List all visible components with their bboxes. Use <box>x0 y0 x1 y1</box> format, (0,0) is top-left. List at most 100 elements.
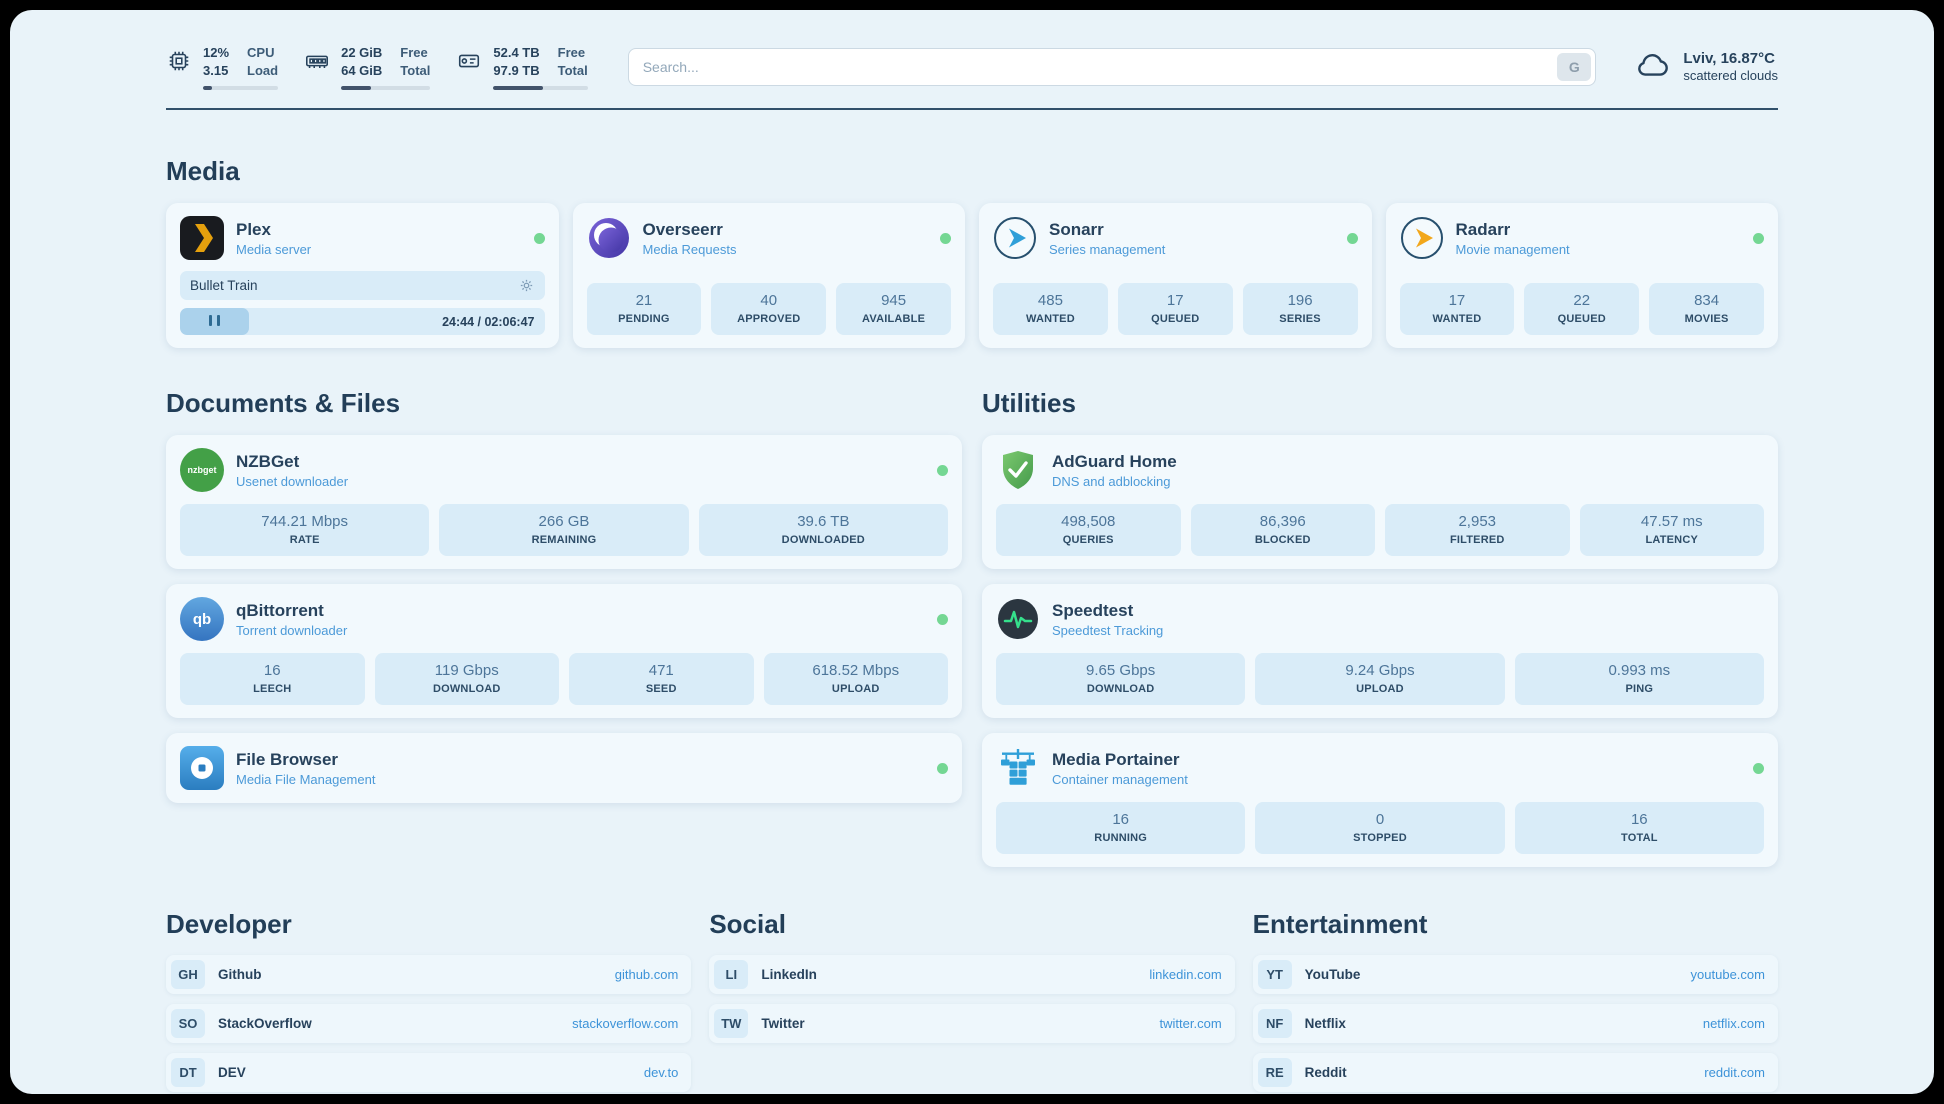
cpu-label-bottom: Load <box>247 63 279 79</box>
qbittorrent-stats: 16 LEECH 119 Gbps DOWNLOAD 471 SEED 61 <box>180 653 948 706</box>
stat-wanted: 485 WANTED <box>993 283 1108 336</box>
now-playing-bar: Bullet Train <box>180 271 545 301</box>
speedtest-card-header: Speedtest Speedtest Tracking <box>996 597 1764 641</box>
app-subtitle: Media server <box>236 241 312 257</box>
status-online-dot <box>940 232 951 244</box>
stat-value: 119 Gbps <box>434 662 499 680</box>
stat-label: QUEUED <box>1557 313 1606 326</box>
stat-label: APPROVED <box>737 313 801 326</box>
cpu-labels: CPU Load <box>247 44 278 80</box>
stat-value: 196 <box>1287 292 1313 310</box>
stat-series: 196 SERIES <box>1242 283 1358 336</box>
stat-upload: 618.52 Mbps UPLOAD <box>763 653 948 706</box>
app-card-portainer[interactable]: Media Portainer Container management 16 … <box>982 733 1778 868</box>
stat-value: 744.21 Mbps <box>261 513 349 531</box>
section-social-heading: Social <box>709 909 786 940</box>
bookmark-url[interactable]: linkedin.com <box>1149 967 1222 983</box>
app-title: Plex <box>236 219 271 239</box>
bookmark-netflix[interactable]: NF Netflix netflix.com <box>1252 1004 1778 1044</box>
bookmark-reddit[interactable]: RE Reddit reddit.com <box>1252 1053 1778 1093</box>
app-card-overseerr[interactable]: Overseerr Media Requests 21 PENDING 40 A… <box>572 203 965 349</box>
section-media-heading: Media <box>166 156 240 187</box>
stat-remaining: 266 GB REMAINING <box>439 504 689 557</box>
filebrowser-card-header: File Browser Media File Management <box>180 746 948 791</box>
stat-value: 485 <box>1037 292 1063 310</box>
app-card-filebrowser[interactable]: File Browser Media File Management <box>166 733 962 804</box>
disk-widget-body: 52.4 TB 97.9 TB Free Total <box>493 44 588 91</box>
bookmark-url[interactable]: reddit.com <box>1704 1065 1765 1081</box>
app-card-nzbget[interactable]: nzbget NZBGet Usenet downloader 744.21 M… <box>166 435 962 570</box>
playback-progress-fill <box>180 308 250 336</box>
stat-label: DOWNLOADED <box>781 534 865 547</box>
ram-usage-bar-fill <box>341 86 372 91</box>
disk-free-value: 52.4 TB <box>493 45 540 60</box>
status-online-dot <box>937 762 948 774</box>
stat-latency: 47.57 ms LATENCY <box>1579 504 1764 557</box>
bookmark-url[interactable]: twitter.com <box>1159 1016 1222 1032</box>
bookmark-name: Reddit <box>1304 1065 1347 1081</box>
app-title: Sonarr <box>1049 219 1104 239</box>
bookmark-name: Github <box>218 967 262 983</box>
status-online-dot <box>533 232 545 244</box>
media-grid: Plex Media server Bullet Train <box>166 203 1778 349</box>
bookmark-url[interactable]: youtube.com <box>1690 967 1765 983</box>
stat-value: 9.65 Gbps <box>1086 662 1156 680</box>
playback-progress-bar[interactable]: 24:44 / 02:06:47 <box>180 308 545 336</box>
app-card-radarr[interactable]: Radarr Movie management 17 WANTED 22 QUE… <box>1385 203 1778 349</box>
stat-label: RATE <box>289 534 320 547</box>
app-card-sonarr[interactable]: Sonarr Series management 485 WANTED 17 Q… <box>979 203 1372 349</box>
app-subtitle: Torrent downloader <box>236 622 348 638</box>
stat-value: 40 <box>760 292 778 310</box>
bookmark-url[interactable]: stackoverflow.com <box>572 1016 679 1032</box>
pause-icon[interactable] <box>209 313 220 331</box>
cpu-widget-body: 12% 3.15 CPU Load <box>203 44 279 91</box>
bookmark-youtube[interactable]: YT YouTube youtube.com <box>1252 955 1778 995</box>
section-utilities-heading: Utilities <box>982 388 1076 419</box>
disk-icon <box>456 44 482 74</box>
app-card-speedtest[interactable]: Speedtest Speedtest Tracking 9.65 Gbps D… <box>982 584 1778 719</box>
bookmark-url[interactable]: github.com <box>614 967 679 983</box>
disk-labels: Free Total <box>558 44 588 80</box>
stat-upload: 9.24 Gbps UPLOAD <box>1255 653 1505 706</box>
stat-label: FILTERED <box>1449 534 1505 547</box>
stat-label: UPLOAD <box>831 683 880 696</box>
nzbget-card-header: nzbget NZBGet Usenet downloader <box>180 448 948 493</box>
adguard-stats: 498,508 QUERIES 86,396 BLOCKED 2,953 FIL… <box>996 504 1764 557</box>
stat-value: 9.24 Gbps <box>1345 662 1415 680</box>
app-title: Media Portainer <box>1052 749 1180 769</box>
app-card-qbittorrent[interactable]: qb qBittorrent Torrent downloader 16 LEE… <box>166 584 962 719</box>
adguard-icon <box>996 448 1040 492</box>
stat-label: DOWNLOAD <box>432 683 501 696</box>
nzbget-icon-text: nzbget <box>187 465 217 476</box>
bookmark-name: StackOverflow <box>218 1016 312 1032</box>
stat-blocked: 86,396 BLOCKED <box>1190 504 1375 557</box>
disk-values: 52.4 TB 97.9 TB <box>493 44 539 80</box>
bookmark-stackoverflow[interactable]: SO StackOverflow stackoverflow.com <box>166 1004 692 1044</box>
stat-value: 834 <box>1694 292 1720 310</box>
bookmark-github[interactable]: GH Github github.com <box>166 955 692 995</box>
gear-icon[interactable] <box>518 277 535 294</box>
stat-value: 0.993 ms <box>1608 662 1671 680</box>
search-input[interactable] <box>627 48 1597 87</box>
stat-seed: 471 SEED <box>569 653 754 706</box>
ram-widget: 22 GiB 64 GiB Free Total <box>304 44 431 91</box>
bookmark-twitter[interactable]: TW Twitter twitter.com <box>709 1004 1235 1044</box>
stat-value: 618.52 Mbps <box>812 662 900 680</box>
bookmark-dev[interactable]: DT DEV dev.to <box>166 1053 692 1093</box>
stat-label: QUEUED <box>1151 313 1200 326</box>
bookmark-url[interactable]: netflix.com <box>1702 1016 1765 1032</box>
stat-label: MOVIES <box>1684 313 1729 326</box>
bookmark-linkedin[interactable]: LI LinkedIn linkedin.com <box>709 955 1235 995</box>
stat-value: 86,396 <box>1259 513 1306 531</box>
topbar: 12% 3.15 CPU Load <box>166 44 1778 91</box>
app-card-adguard[interactable]: AdGuard Home DNS and adblocking 498,508 … <box>982 435 1778 570</box>
stat-value: 2,953 <box>1458 513 1497 531</box>
section-documents-heading: Documents & Files <box>166 388 401 419</box>
bookmark-group-developer: Developer GH Github github.com SO StackO… <box>166 909 692 1093</box>
bookmark-url[interactable]: dev.to <box>643 1065 679 1081</box>
app-card-plex[interactable]: Plex Media server Bullet Train <box>166 203 559 349</box>
search-provider-button[interactable]: G <box>1557 53 1592 82</box>
stat-rate: 744.21 Mbps RATE <box>180 504 430 557</box>
cpu-usage-bar-fill <box>203 86 212 91</box>
cpu-usage-bar <box>203 86 279 91</box>
